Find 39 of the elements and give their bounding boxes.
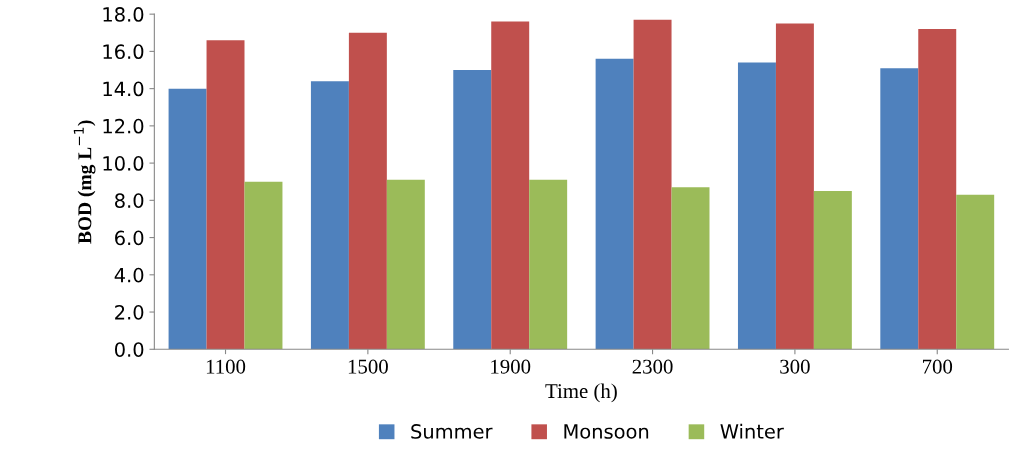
x-tick-label: 1100 — [206, 359, 246, 374]
y-tick-label: 4.0 — [114, 267, 144, 283]
bar — [633, 19, 672, 350]
bar — [206, 40, 245, 350]
legend-label: Winter — [720, 423, 784, 439]
x-tick-label: 300 — [780, 359, 810, 374]
bar — [386, 179, 425, 350]
bar — [956, 194, 995, 350]
bar — [491, 21, 530, 350]
bar — [671, 187, 710, 350]
bar — [310, 81, 349, 350]
bar — [813, 191, 852, 350]
x-tick-label: 700 — [923, 359, 953, 374]
bar — [737, 62, 776, 350]
y-tick-label: 2.0 — [115, 305, 144, 320]
bar — [880, 68, 919, 350]
bar — [453, 70, 492, 350]
bar — [168, 88, 207, 350]
x-tick-label: 1500 — [348, 359, 388, 374]
y-tick-label: 18.0 — [103, 7, 144, 22]
bar — [918, 29, 957, 350]
legend-label: Summer — [411, 424, 493, 439]
bar — [595, 58, 634, 350]
bar — [348, 32, 387, 350]
x-tick-label: 2300 — [632, 359, 673, 374]
y-tick-label: 14.0 — [103, 81, 144, 97]
y-axis-title: BOD (mg L$^{−1}$) — [73, 120, 96, 244]
x-axis-title: Time (h) — [545, 383, 617, 403]
y-tick-label: 12.0 — [103, 118, 144, 134]
legend-label: Monsoon — [564, 424, 649, 439]
y-tick-label: 8.0 — [115, 193, 144, 208]
y-tick-label: 10.0 — [103, 156, 144, 171]
bar — [775, 23, 814, 350]
x-tick-label: 1900 — [491, 359, 531, 374]
bar — [244, 181, 283, 350]
y-tick-label: 16.0 — [103, 44, 144, 60]
bar — [529, 179, 568, 350]
y-tick-label: 0.0 — [114, 342, 144, 357]
y-tick-label: 6.0 — [115, 230, 144, 246]
